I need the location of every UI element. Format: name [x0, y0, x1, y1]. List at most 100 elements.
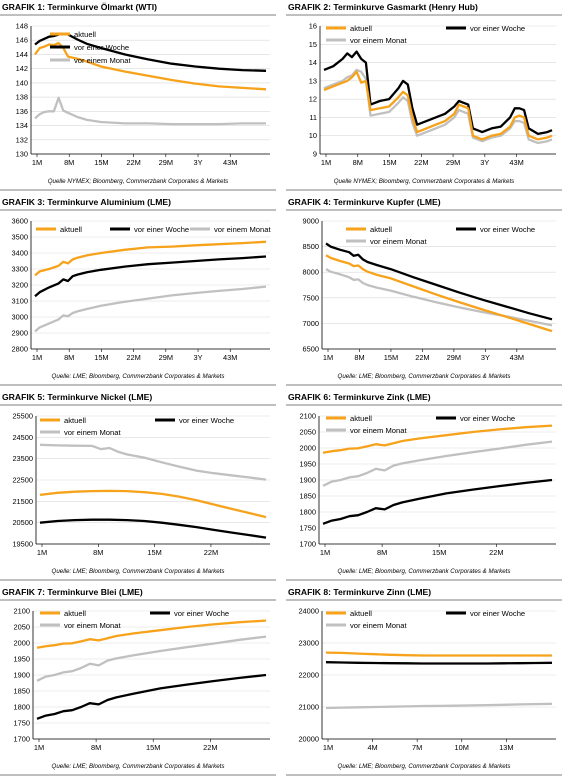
x-tick-label: 43M — [223, 158, 237, 167]
y-tick-label: 3100 — [12, 297, 28, 306]
chart-panel: GRAFIK 4: Terminkurve Kupfer (LME) 6500 70… — [286, 197, 562, 390]
x-tick-label: 29M — [447, 353, 461, 362]
y-tick-label: 132 — [16, 135, 28, 144]
bottom-divider — [286, 774, 562, 776]
legend-label: aktuell — [350, 609, 372, 618]
legend-label: vor einer Woche — [174, 609, 229, 618]
chart-source: Quelle: LME; Bloomberg, Commerzbank Corp… — [337, 763, 511, 770]
legend-label: vor einer Woche — [179, 416, 234, 425]
x-tick-label: 43M — [223, 353, 237, 362]
x-tick-label: 7M — [412, 743, 422, 752]
y-tick-label: 9 — [313, 150, 317, 159]
x-tick-label: 15M — [146, 743, 160, 752]
y-tick-label: 6500 — [303, 345, 319, 354]
bottom-divider — [286, 189, 562, 191]
x-tick-label: 8M — [353, 158, 363, 167]
y-tick-label: 2050 — [300, 428, 316, 437]
y-tick-label: 3000 — [12, 313, 28, 322]
series-line — [323, 70, 553, 141]
x-tick-label: 13M — [499, 743, 513, 752]
y-tick-label: 3200 — [12, 281, 28, 290]
x-tick-label: 3Y — [481, 353, 490, 362]
x-tick-label: 1M — [323, 353, 333, 362]
legend-label: aktuell — [64, 416, 86, 425]
y-tick-label: 13 — [309, 76, 317, 85]
y-tick-label: 1700 — [300, 540, 316, 549]
y-tick-label: 25500 — [12, 412, 33, 421]
chart-title-text: Terminkurve Aluminium (LME) — [47, 197, 172, 207]
title-divider — [0, 209, 276, 211]
chart-title: GRAFIK 4: Terminkurve Kupfer (LME) — [288, 197, 441, 207]
y-tick-label: 1900 — [14, 671, 30, 680]
chart-title-text: Terminkurve Gasmarkt (Henry Hub) — [333, 2, 478, 12]
chart-title: GRAFIK 3: Terminkurve Aluminium (LME) — [2, 197, 171, 207]
legend-label: vor einem Monat — [350, 426, 407, 435]
title-divider — [0, 599, 276, 601]
title-divider — [286, 14, 562, 16]
y-tick-label: 11 — [309, 113, 317, 122]
y-tick-label: 148 — [16, 22, 28, 31]
y-tick-label: 19500 — [12, 540, 33, 549]
y-tick-label: 138 — [16, 93, 28, 102]
y-tick-label: 15 — [309, 40, 317, 49]
chart-panel: GRAFIK 5: Terminkurve Nickel (LME) 19500 2… — [0, 392, 276, 585]
chart-panel: GRAFIK 8: Terminkurve Zinn (LME) 20000 210… — [286, 587, 562, 780]
chart-title-prefix: GRAFIK 3: — [2, 197, 48, 207]
y-tick-label: 22000 — [298, 671, 319, 680]
x-tick-label: 1M — [323, 743, 333, 752]
chart-panel: GRAFIK 3: Terminkurve Aluminium (LME) 280… — [0, 197, 276, 390]
chart-plot: 19500 20500 21500 22500 23500 24500 25500 1M 8M 1… — [12, 412, 270, 557]
y-tick-label: 23000 — [298, 639, 319, 648]
y-tick-label: 7000 — [303, 319, 319, 328]
x-tick-label: 22M — [489, 548, 503, 557]
series-line — [36, 619, 267, 649]
bottom-divider — [0, 384, 276, 386]
chart-plot: 20000 21000 22000 23000 24000 1M 4M 7M 10M 13M akt… — [298, 607, 556, 752]
y-tick-label: 1800 — [300, 508, 316, 517]
x-tick-label: 15M — [384, 353, 398, 362]
y-tick-label: 21000 — [298, 703, 319, 712]
y-tick-label: 2000 — [14, 639, 30, 648]
x-tick-label: 15M — [147, 548, 161, 557]
x-tick-label: 15M — [432, 548, 446, 557]
series-line — [34, 240, 267, 277]
chart-title-prefix: GRAFIK 8: — [288, 587, 334, 597]
x-tick-label: 4M — [367, 743, 377, 752]
y-tick-label: 1950 — [14, 655, 30, 664]
chart-plot: 9 10 11 12 13 14 15 16 1M 8M 15M 22M 29M 3Y 43M aktuell… — [309, 22, 556, 167]
chart-title: GRAFIK 7: Terminkurve Blei (LME) — [2, 587, 143, 597]
legend-label: vor einem Monat — [64, 621, 121, 630]
y-tick-label: 21500 — [12, 497, 33, 506]
y-tick-label: 1750 — [14, 719, 30, 728]
y-tick-label: 134 — [16, 121, 28, 130]
chart-title: GRAFIK 6: Terminkurve Zink (LME) — [288, 392, 431, 402]
chart-source: Quelle NYMEX; Bloomberg, Commerzbank Cor… — [47, 178, 229, 185]
y-tick-label: 3400 — [12, 249, 28, 258]
chart-source: Quelle: LME; Bloomberg, Commerzbank Corp… — [51, 373, 225, 380]
chart-source: Quelle: LME; Bloomberg, Commerzbank Corp… — [51, 568, 225, 575]
x-tick-label: 3Y — [194, 158, 203, 167]
chart-title: GRAFIK 5: Terminkurve Nickel (LME) — [2, 392, 152, 402]
chart-source: Quelle NYMEX; Bloomberg, Commerzbank Cor… — [333, 178, 515, 185]
y-tick-label: 142 — [16, 64, 28, 73]
x-tick-label: 8M — [64, 353, 74, 362]
series-line — [34, 41, 267, 91]
x-tick-label: 10M — [455, 743, 469, 752]
legend-label: vor einer Woche — [134, 225, 189, 234]
chart-title-text: Terminkurve Ölmarkt (WTI) — [47, 2, 158, 12]
x-tick-label: 8M — [91, 743, 101, 752]
series-line — [39, 489, 267, 519]
chart-plot: 2800 2900 3000 3100 3200 3300 3400 3500 3600 1M 8M… — [12, 217, 272, 363]
y-tick-label: 1750 — [300, 524, 316, 533]
chart-title-prefix: GRAFIK 6: — [288, 392, 334, 402]
x-tick-label: 22M — [203, 743, 217, 752]
series-line — [322, 478, 553, 525]
y-tick-label: 2050 — [14, 623, 30, 632]
chart-title-prefix: GRAFIK 7: — [2, 587, 48, 597]
chart-title-prefix: GRAFIK 2: — [288, 2, 334, 12]
chart-source: Quelle: LME; Bloomberg, Commerzbank Corp… — [337, 373, 511, 380]
y-tick-label: 14 — [309, 58, 317, 67]
series-line — [325, 651, 552, 657]
x-tick-label: 15M — [94, 353, 108, 362]
x-tick-label: 22M — [126, 158, 140, 167]
